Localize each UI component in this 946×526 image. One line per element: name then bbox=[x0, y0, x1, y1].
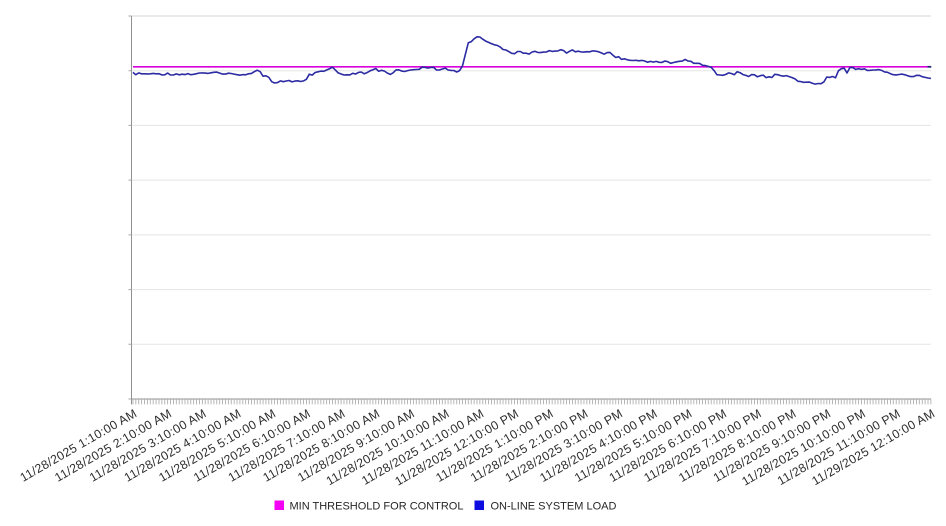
svg-text:MIN THRESHOLD FOR CONTROL: MIN THRESHOLD FOR CONTROL bbox=[290, 500, 464, 512]
svg-text:ON-LINE SYSTEM LOAD: ON-LINE SYSTEM LOAD bbox=[491, 500, 617, 512]
